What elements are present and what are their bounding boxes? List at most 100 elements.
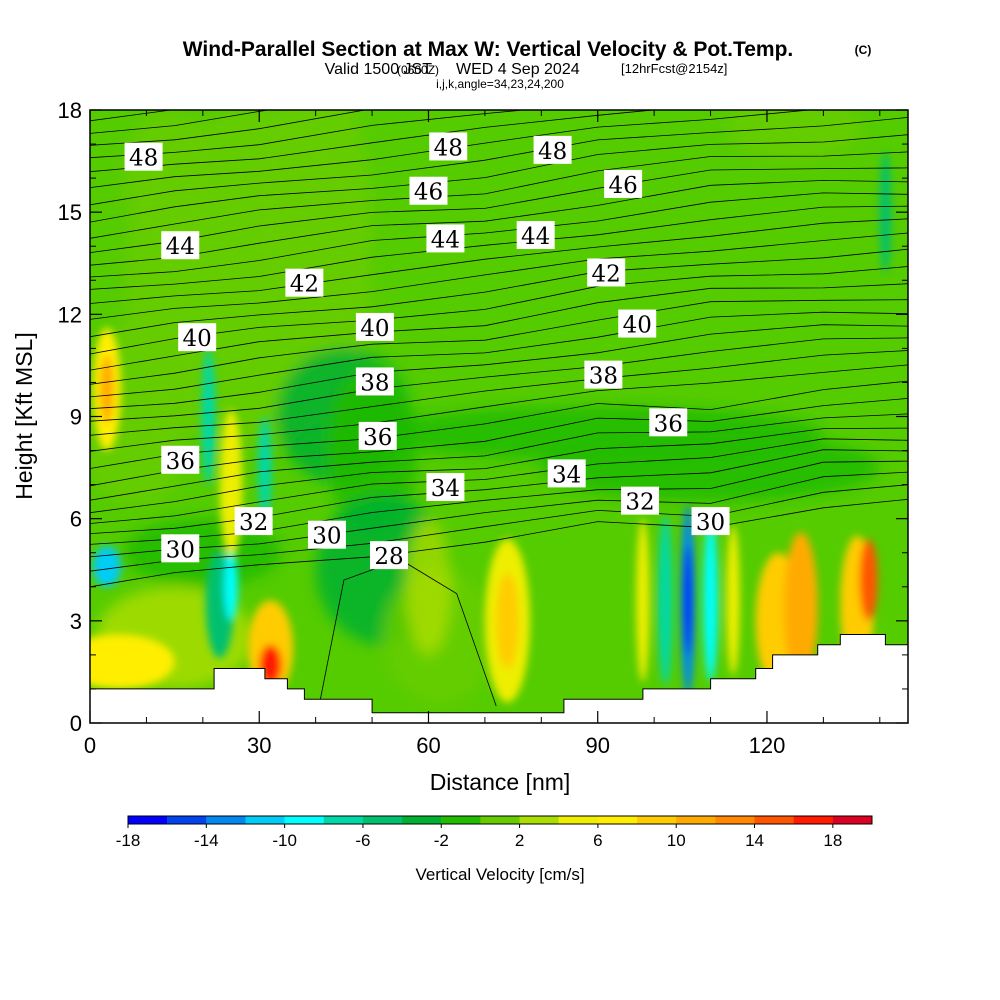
updraft-cell (636, 518, 650, 683)
y-tick-label: 9 (70, 405, 82, 430)
contour-label-box (285, 268, 324, 297)
theta-contour (90, 380, 908, 469)
colorbar-swatch (167, 816, 207, 824)
contour-label-box (234, 507, 273, 536)
theta-contour (90, 110, 271, 134)
contour-label-box (649, 408, 688, 437)
valid-time: Valid 1500 JST (325, 61, 433, 78)
y-tick-label: 6 (70, 507, 82, 532)
theta-contour (90, 167, 908, 253)
section-params: i,j,k,angle=34,23,24,200 (436, 77, 564, 91)
field-region (727, 110, 863, 162)
colorbar-swatch (284, 816, 324, 824)
contour-label: 40 (623, 313, 652, 339)
contour-label: 46 (608, 173, 637, 199)
contour-label: 42 (290, 272, 319, 298)
theta-contour (90, 110, 368, 146)
contour-label-box (516, 221, 555, 250)
contour-label-box (584, 360, 623, 389)
contour-label-box (178, 323, 217, 352)
contour-label-box (426, 473, 465, 502)
x-tick-label: 60 (416, 733, 440, 758)
colorbar-label: Vertical Velocity [cm/s] (415, 865, 584, 884)
colorbar-tick-label: 2 (515, 831, 524, 850)
colorbar-tick-label: 6 (593, 831, 602, 850)
contour-label: 32 (239, 510, 268, 536)
theta-contour (90, 364, 908, 452)
field-region (259, 110, 373, 349)
theta-contour (90, 151, 908, 239)
contour-label: 36 (363, 425, 392, 451)
colorbar-swatch (245, 816, 285, 824)
colorbar-swatch (597, 816, 638, 824)
theta-contour (90, 438, 908, 524)
colorbar-swatch (362, 816, 403, 824)
contour-label-box (307, 520, 346, 549)
y-axis-label: Height [Kft MSL] (11, 332, 37, 499)
updraft-cell (703, 518, 718, 683)
colorbar-swatch (323, 816, 363, 824)
colorbar-swatch (558, 816, 598, 824)
colorbar-swatch (206, 816, 246, 824)
field-region (326, 365, 418, 536)
colorbar-tick-label: -18 (116, 831, 141, 850)
colorbar-swatch (676, 816, 716, 824)
updraft-cell (100, 355, 114, 424)
contour-label-box (409, 176, 448, 205)
colorbar-tick-label: 10 (667, 831, 686, 850)
updraft-cell (219, 409, 243, 560)
updraft-cell (92, 545, 122, 587)
contour-label-box (161, 534, 200, 563)
contour-label-box (621, 486, 660, 515)
updraft-cell (201, 348, 216, 485)
x-tick-label: 0 (84, 733, 96, 758)
colorbar-swatch (480, 816, 520, 824)
colorbar-tick-label: -14 (194, 831, 219, 850)
utc-time: (0600Z) (397, 63, 439, 77)
contour-label: 36 (166, 449, 195, 475)
theta-contour (90, 350, 908, 436)
updraft-cell (783, 532, 818, 683)
updraft-cell (684, 545, 692, 655)
contour-label: 44 (431, 227, 460, 253)
contour-label-box (429, 132, 468, 161)
contour-label: 32 (625, 490, 654, 516)
contour-label: 42 (592, 261, 621, 287)
theta-contour (90, 449, 908, 534)
contour-label: 30 (696, 510, 725, 536)
contour-label: 44 (166, 234, 195, 260)
updraft-cell (658, 515, 673, 686)
colorbar-swatch (832, 816, 872, 824)
colorbar: -18 -14 -10 -6 -2 2 6 10 14 18 (116, 815, 873, 850)
theta-contour (90, 248, 908, 338)
contour-label: 34 (431, 476, 460, 502)
contour-label: 36 (654, 411, 683, 437)
theta-contour (90, 218, 908, 304)
theta-contour (90, 117, 908, 206)
y-tick-label: 12 (58, 302, 82, 327)
contour-label: 38 (360, 370, 389, 396)
contour-label: 48 (129, 146, 158, 172)
contour-label: 48 (434, 135, 463, 161)
colorbar-swatch (441, 816, 481, 824)
contour-label: 48 (538, 139, 567, 165)
contour-label: 30 (166, 537, 195, 563)
contour-label-box (426, 224, 465, 253)
colorbar-tick-label: -6 (355, 831, 370, 850)
contour-label-box (691, 507, 730, 536)
y-tick-label: 15 (58, 200, 82, 225)
colorbar-tick-label: 14 (745, 831, 764, 850)
vertical-velocity-field (90, 110, 892, 706)
theta-contour (90, 299, 908, 385)
contour-label: 40 (183, 326, 212, 352)
x-tick-label: 30 (247, 733, 271, 758)
potential-temperature-contours (90, 110, 908, 723)
theta-contour (90, 311, 908, 398)
contour-label: 40 (360, 316, 389, 342)
theta-contour (90, 460, 908, 545)
x-tick-label: 120 (749, 733, 786, 758)
contour-label-box (161, 231, 200, 260)
